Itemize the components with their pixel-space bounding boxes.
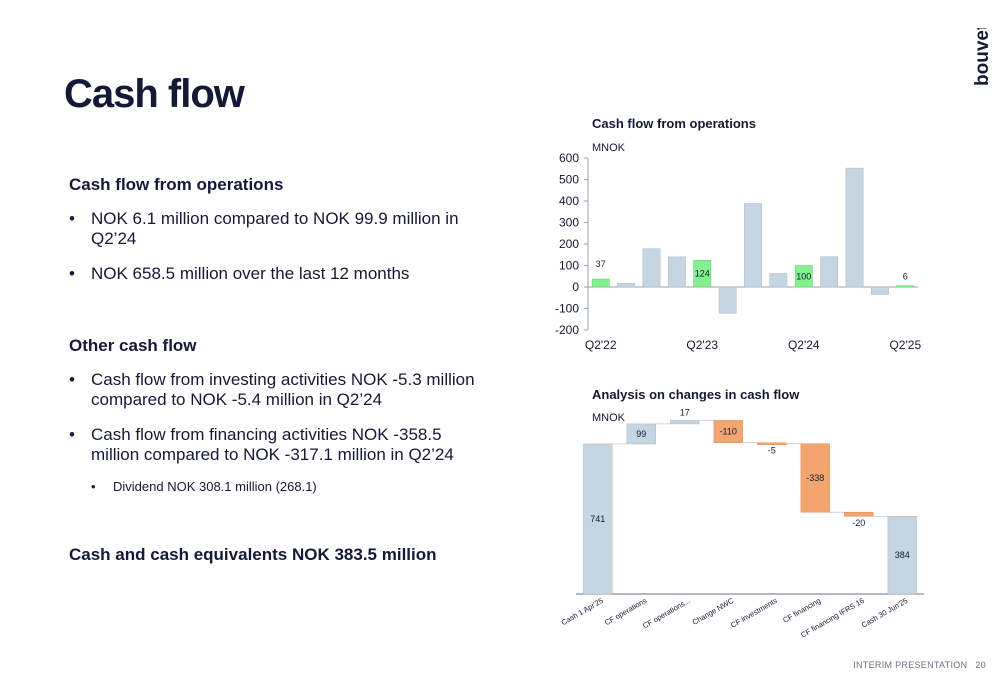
waterfall-chart: Analysis on changes in cash flow MNOK 74…: [560, 387, 924, 640]
bullet-item: NOK 658.5 million over the last 12 month…: [69, 264, 489, 284]
footer: INTERIM PRESENTATION 20: [845, 660, 986, 670]
x-category-label: CF operations...: [641, 596, 692, 630]
data-label: -110: [720, 427, 737, 437]
data-label: 741: [590, 514, 605, 524]
data-label: 384: [895, 550, 910, 560]
page-number: 20: [975, 660, 986, 670]
waterfall-bar: [800, 443, 830, 513]
sub-bullet-item: Dividend NOK 308.1 million (268.1): [91, 477, 489, 497]
data-label: 6: [903, 272, 908, 282]
waterfall-bar: [626, 423, 656, 445]
bar-Q2'23: [693, 260, 712, 288]
waterfall-bar: [670, 420, 700, 425]
y-tick-label: -200: [555, 323, 579, 337]
bar-Q1'25: [871, 286, 889, 295]
y-tick-label: 0: [572, 280, 579, 294]
x-category-label: CF investments: [729, 596, 779, 630]
bullet-item: Cash flow from investing activities NOK …: [69, 370, 489, 410]
left-column: Cash flow from operations NOK 6.1 millio…: [69, 175, 489, 565]
data-label: 100: [796, 271, 811, 281]
section-heading-other: Other cash flow: [69, 336, 197, 355]
bar-Q4'24: [845, 167, 864, 288]
data-label: 124: [695, 269, 710, 279]
y-tick-label: 500: [559, 173, 579, 187]
operations-bar-chart: Cash flow from operations MNOK -200 -100 0…: [555, 116, 922, 352]
chart-unit: MNOK: [592, 412, 626, 424]
y-tick-label: 100: [559, 259, 579, 273]
bar-Q4'22: [642, 248, 661, 288]
footer-label: INTERIM PRESENTATION: [853, 660, 968, 670]
bullet-item: NOK 6.1 million compared to NOK 99.9 mil…: [69, 209, 489, 249]
waterfall-bar: [583, 443, 613, 595]
data-label: 99: [636, 429, 646, 439]
y-tick-label: -100: [555, 302, 579, 316]
sub-bullet-list: Dividend NOK 308.1 million (268.1): [69, 477, 489, 497]
page-title: Cash flow: [64, 72, 245, 116]
waterfall-bar: [757, 442, 787, 445]
waterfall-bar: [844, 511, 874, 517]
y-tick-label: 300: [559, 216, 579, 230]
bouvet-logo: bouvet: [972, 28, 993, 86]
operations-bullet-list: NOK 6.1 million compared to NOK 99.9 mil…: [69, 209, 489, 284]
data-label: 37: [596, 259, 606, 269]
data-labels: 741 99 17 -110 -5 -338 -20 384: [590, 407, 910, 560]
bullet-item: Cash flow from financing activities NOK …: [69, 425, 489, 465]
logo-text: bouvet: [972, 28, 993, 86]
x-tick-label: Q2'24: [788, 338, 820, 352]
chart-title: Analysis on changes in cash flow: [592, 387, 800, 402]
section-heading-cash: Cash and cash equivalents NOK 383.5 mill…: [69, 545, 437, 564]
data-label: -338: [806, 473, 824, 483]
data-label: 17: [680, 407, 690, 417]
y-tick-label: 400: [559, 194, 579, 208]
x-category-label: CF financing: [781, 596, 822, 625]
bar-Q3'23: [718, 286, 737, 314]
other-bullet-list: Cash flow from investing activities NOK …: [69, 370, 489, 465]
bar-series: [576, 420, 924, 595]
chart-title: Cash flow from operations: [592, 116, 756, 131]
bar-Q2'22: [591, 278, 610, 288]
waterfall-bar: [887, 515, 917, 595]
x-category-label: Cash 30 Jun'25: [860, 596, 909, 630]
bar-Q1'24: [769, 273, 788, 288]
x-tick-label: Q2'23: [686, 338, 718, 352]
y-tick-label: 200: [559, 237, 579, 251]
chart-unit: MNOK: [592, 142, 626, 154]
bar-Q4'23: [744, 203, 762, 288]
bar-Q3'24: [820, 256, 839, 288]
waterfall-bar: [713, 420, 743, 443]
bar-Q1'23: [667, 256, 686, 288]
x-axis: Q2'22 Q2'23 Q2'24 Q2'25: [585, 338, 922, 352]
x-category-label: Cash 1 Apr'25: [560, 596, 605, 627]
bar-series: [591, 167, 915, 314]
bar-Q2'25: [896, 285, 915, 288]
section-heading-operations: Cash flow from operations: [69, 175, 284, 194]
y-tick-label: 600: [559, 151, 579, 165]
data-label: -5: [768, 446, 776, 456]
bar-Q2'24: [794, 265, 813, 288]
x-tick-label: Q2'22: [585, 338, 617, 352]
data-label: -20: [852, 518, 865, 528]
bar-Q3'22: [617, 283, 635, 288]
x-tick-label: Q2'25: [889, 338, 921, 352]
data-labels: 37 124 100 6: [596, 259, 908, 282]
